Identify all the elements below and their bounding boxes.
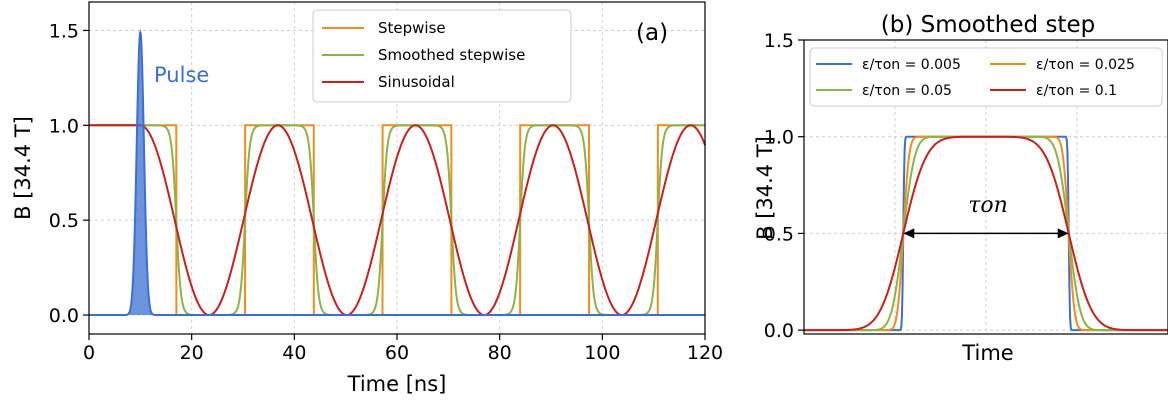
tau-on-arrow-left-head [903,228,915,239]
series-eps-3-line [804,135,1168,332]
x-tick-label: 60 [385,342,409,364]
panel-a-legend: Stepwise Smoothed stepwise Sinusoidal [312,9,572,103]
panel-a-legend-box [312,9,572,103]
x-tick-label: 80 [488,342,512,364]
x-tick-label: 120 [687,342,723,364]
y-tick-label: 0.0 [49,305,79,327]
y-tick-label: 1.0 [764,127,794,149]
panel-a: 0 20 40 60 80 100 120 0.0 0.5 1.0 1.5 Time [ns] B … [11,1,723,396]
pulse-annotation: Pulse [154,63,209,87]
tau-on-annotation: τon [968,193,1008,218]
panel-a-label: (a) [636,20,668,46]
x-tick-label: 100 [584,342,620,364]
pulse-fill [119,32,161,316]
panel-b-plot [804,135,1168,332]
legend-label: Sinusoidal [378,73,455,91]
tau-on-arrow [903,228,1069,239]
panel-b-legend: ε/τon = 0.005 ε/τon = 0.025 ε/τon = 0.05 ε/… [809,47,1163,107]
x-tick-label: 20 [180,342,204,364]
panel-b-frame [803,39,1168,335]
legend-label: Stepwise [378,19,446,37]
panel-b-title: (b) Smoothed step [881,12,1095,38]
legend-label: ε/τon = 0.005 [862,57,961,73]
legend-label: ε/τon = 0.05 [862,83,952,99]
panel-a-ticks: 0 20 40 60 80 100 120 0.0 0.5 1.0 1.5 [49,20,723,364]
series-sinusoidal-line [89,124,706,317]
panel-b-ticks: 0.0 0.5 1.0 1.5 [764,30,804,342]
panel-b-xlabel: Time [961,341,1013,365]
x-tick-label: 40 [282,342,306,364]
legend-label: ε/τon = 0.1 [1036,83,1117,99]
y-tick-label: 0.0 [764,320,794,342]
y-tick-label: 1.5 [49,20,79,42]
tau-on-arrow-right-head [1057,228,1069,239]
y-tick-label: 0.5 [764,223,794,245]
panel-b: 0.0 0.5 1.0 1.5 (b) Smoothed step Time B [3… [753,12,1168,365]
pulse-line [89,29,705,317]
legend-label: Smoothed stepwise [378,46,525,64]
legend-label: ε/τon = 0.025 [1036,57,1135,73]
y-tick-label: 1.0 [49,115,79,137]
panel-a-plot [89,29,706,317]
y-tick-label: 1.5 [764,30,794,52]
panel-b-ylabel: B [34.4 T] [753,136,777,240]
x-tick-label: 0 [83,342,95,364]
panel-b-legend-box [809,47,1163,107]
panel-a-ylabel: B [34.4 T] [11,116,35,220]
y-tick-label: 0.5 [49,210,79,232]
panel-a-xlabel: Time [ns] [347,372,447,396]
